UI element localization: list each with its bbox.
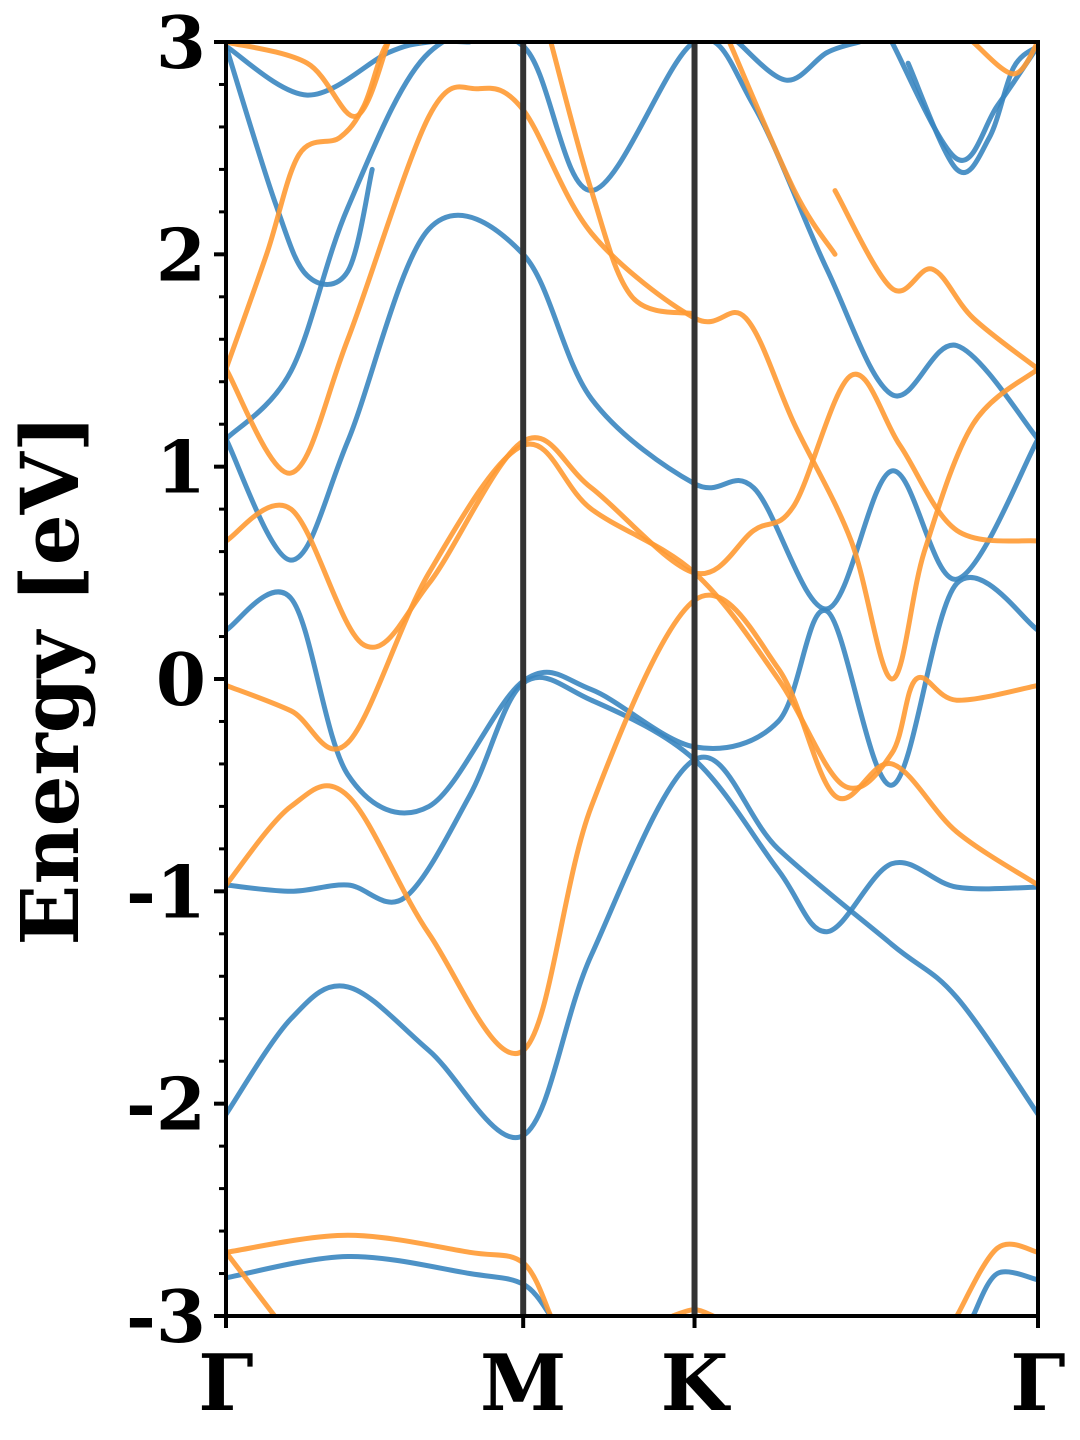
- band-line-orange-14: [226, 371, 1038, 650]
- band-line-blue-9: [889, 42, 1038, 163]
- y-tick-label: -3: [126, 1274, 206, 1359]
- band-line-orange-16: [226, 42, 424, 372]
- y-tick-label: -1: [126, 849, 206, 934]
- band-line-blue-6: [226, 43, 375, 287]
- x-tick-label-0: Γ: [198, 1338, 253, 1429]
- band-line-orange-20: [970, 42, 1038, 77]
- x-tick-label-1: M: [480, 1338, 566, 1429]
- band-line-blue-2: [226, 574, 1038, 816]
- band-line-orange-13: [226, 441, 1038, 791]
- y-tick-label: 1: [156, 425, 206, 510]
- x-tick-label-2: K: [661, 1338, 732, 1429]
- band-line-orange-18: [726, 42, 838, 257]
- band-line-orange-15: [226, 84, 1038, 682]
- band-line-orange-17: [548, 42, 697, 317]
- plot-area: [226, 42, 1038, 1316]
- high-symmetry-lines: [520, 42, 698, 1316]
- y-axis-label: Energy [eV]: [3, 414, 97, 945]
- band-line-blue-4: [226, 42, 1038, 442]
- y-tick-label: 0: [156, 637, 206, 722]
- band-line-orange-24: [954, 1241, 1038, 1316]
- band-line-orange-19: [832, 188, 1038, 372]
- y-tick-label: 2: [156, 212, 206, 297]
- x-tick-label-3: Γ: [1010, 1338, 1065, 1429]
- band-line-blue-0: [226, 754, 1038, 1141]
- band-line-orange-21: [226, 42, 391, 119]
- band-line-blue-3: [226, 212, 1038, 612]
- band-line-blue-7: [735, 42, 862, 83]
- y-tick-label: -2: [126, 1062, 206, 1147]
- band-line-blue-1: [226, 674, 1038, 935]
- band-line-blue-11: [970, 1269, 1038, 1316]
- band-line-orange-25: [226, 1249, 278, 1316]
- band-line-blue-10: [226, 1253, 554, 1316]
- y-axis-ticks: -3 -2 -1 0 1 2 3: [126, 0, 226, 1359]
- y-tick-label: 3: [156, 0, 206, 85]
- band-line-orange-22: [226, 1232, 554, 1316]
